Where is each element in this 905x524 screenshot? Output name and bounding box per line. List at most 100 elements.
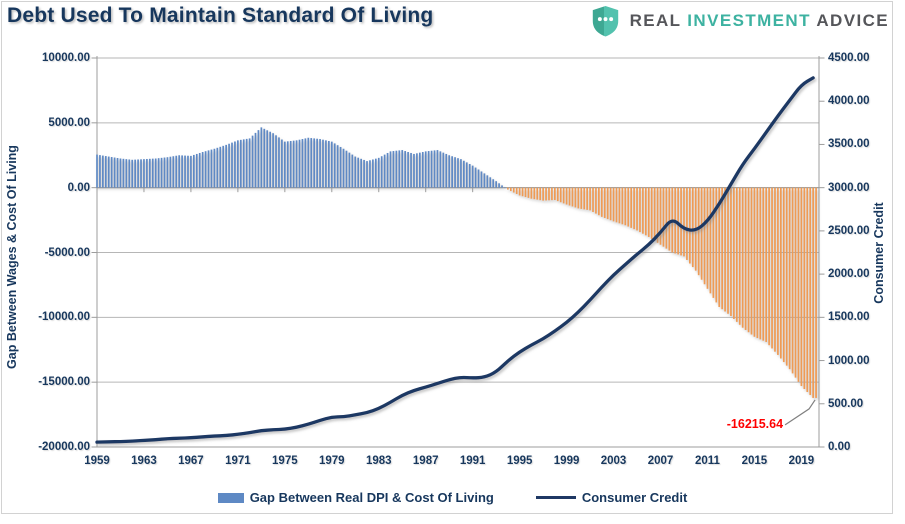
- left-axis-tick-label: -15000.00: [38, 376, 90, 389]
- gap-bar: [286, 141, 289, 188]
- gap-bar: [509, 187, 512, 192]
- gap-bar: [386, 152, 389, 188]
- gap-bar: [771, 187, 773, 349]
- gap-bar: [104, 156, 107, 188]
- gap-bar: [577, 187, 580, 209]
- gap-bar: [275, 135, 277, 188]
- gap-bar: [116, 158, 119, 188]
- gap-bar: [733, 187, 735, 319]
- gap-bar: [348, 152, 351, 188]
- gap-bar: [595, 187, 597, 214]
- gap-bar: [691, 187, 694, 268]
- gap-bar: [433, 150, 436, 188]
- gap-bar: [363, 159, 365, 188]
- gap-bar: [756, 187, 759, 339]
- annotation-leader-line: [784, 399, 816, 426]
- gap-bar: [372, 159, 374, 188]
- gap-bar: [574, 187, 577, 208]
- gap-bar: [442, 152, 445, 188]
- gap-bar: [151, 158, 154, 188]
- gap-bar: [146, 158, 148, 188]
- legend-item-credit: Consumer Credit: [535, 490, 688, 505]
- gap-bar: [242, 139, 245, 188]
- gap-bar: [486, 175, 489, 188]
- x-axis-tick-label: 2011: [694, 455, 720, 467]
- gap-bar: [580, 187, 583, 209]
- annotation-leader-group: [784, 399, 816, 426]
- gap-bar: [201, 152, 204, 188]
- gap-bar: [140, 159, 142, 188]
- gap-bar: [216, 147, 219, 188]
- right-axis-title: Consumer Credit: [872, 202, 886, 304]
- gap-bar: [260, 127, 263, 188]
- gap-bar: [806, 187, 809, 392]
- brand-word-real: REAL: [629, 11, 682, 30]
- gap-bar: [316, 138, 318, 188]
- x-axis-tick-label: 1975: [272, 455, 298, 467]
- gap-bar: [454, 157, 456, 188]
- gap-bar: [257, 130, 260, 188]
- gap-bar: [131, 159, 134, 188]
- gap-bar: [392, 151, 395, 188]
- gap-bar: [225, 144, 227, 188]
- gap-bars-positive: [96, 127, 506, 189]
- legend-label-credit: Consumer Credit: [581, 490, 688, 505]
- gap-bar: [377, 157, 380, 188]
- gap-bar: [800, 187, 803, 387]
- gap-bar: [527, 187, 530, 198]
- gap-bar: [656, 187, 659, 243]
- gap-bar: [730, 187, 732, 317]
- gap-bar: [330, 141, 333, 188]
- gap-bar: [738, 187, 741, 325]
- gap-bar: [269, 131, 272, 188]
- gap-bar: [727, 187, 729, 314]
- gap-bar: [653, 187, 656, 241]
- gap-bar: [750, 187, 753, 335]
- gap-bar: [339, 146, 342, 188]
- gap-bar: [172, 156, 175, 188]
- gap-bar: [354, 156, 357, 188]
- gap-bar: [615, 187, 618, 223]
- gap-bar: [119, 158, 122, 188]
- gap-bar: [539, 187, 542, 201]
- gap-bar: [143, 159, 145, 188]
- gap-bar: [295, 140, 298, 188]
- gap-bar: [624, 187, 627, 226]
- left-axis-tick-label: -20000.00: [38, 441, 90, 453]
- gap-bar: [239, 139, 242, 188]
- gap-bar: [498, 183, 500, 188]
- gap-bar: [785, 187, 788, 366]
- gap-bar: [401, 150, 404, 188]
- left-axis-title: Gap Between Wages & Cost Of Living: [5, 145, 19, 369]
- right-axis-tick-label: 2000.00: [828, 268, 870, 281]
- gap-bar: [107, 156, 110, 188]
- gap-bar: [507, 187, 509, 190]
- gap-bar: [351, 154, 354, 188]
- x-axis-tick-label: 1963: [131, 455, 157, 467]
- gap-bar: [662, 187, 665, 247]
- x-axis-tick-label: 1959: [84, 455, 110, 467]
- right-axis-tick-label: 3500.00: [828, 138, 870, 151]
- gap-bar: [457, 158, 459, 188]
- gap-bar: [480, 171, 483, 188]
- x-axis-tick-label: 2007: [647, 455, 674, 467]
- gap-bar: [163, 157, 166, 188]
- left-axis-tick-label: 5000.00: [48, 116, 90, 129]
- gap-bar: [187, 155, 189, 188]
- gap-bar: [336, 145, 339, 188]
- gap-bar: [642, 187, 644, 234]
- gap-bar: [148, 158, 151, 188]
- gap-bar: [195, 153, 198, 188]
- gap-bar: [416, 153, 418, 188]
- gap-bar: [782, 187, 785, 363]
- gap-bar: [689, 187, 691, 264]
- gap-bar: [160, 157, 163, 188]
- gap-bar: [706, 187, 709, 289]
- left-axis-tick-label: 10000.00: [42, 52, 90, 64]
- gap-bar: [677, 187, 679, 255]
- gap-bar: [715, 187, 718, 303]
- gap-bar: [598, 187, 600, 216]
- gap-bar: [583, 187, 586, 210]
